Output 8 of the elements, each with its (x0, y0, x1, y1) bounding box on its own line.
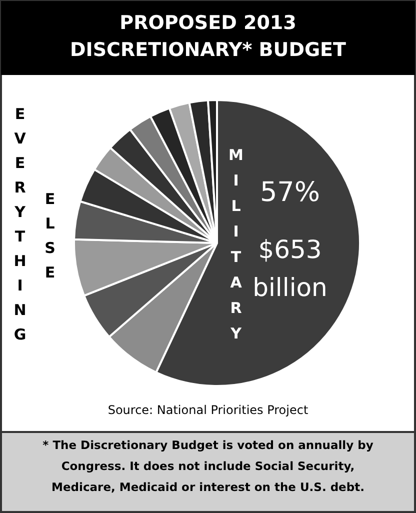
data-label: 57% (260, 177, 320, 208)
text: * The Discretionary Budget is voted on annually by Congress. It does not include Social Security, Medicare, Medicaid or interest on the U.S. debt. (42, 438, 374, 494)
source-note: Source: National Priorities Project (108, 403, 308, 417)
text: EVERYTHING (14, 105, 26, 344)
chart-title: PROPOSED 2013 DISCRETIONARY* BUDGET (70, 12, 346, 61)
text: $653 billion (252, 235, 328, 302)
text: ELSE (44, 190, 56, 282)
slice-label: MILITARY (228, 146, 244, 342)
